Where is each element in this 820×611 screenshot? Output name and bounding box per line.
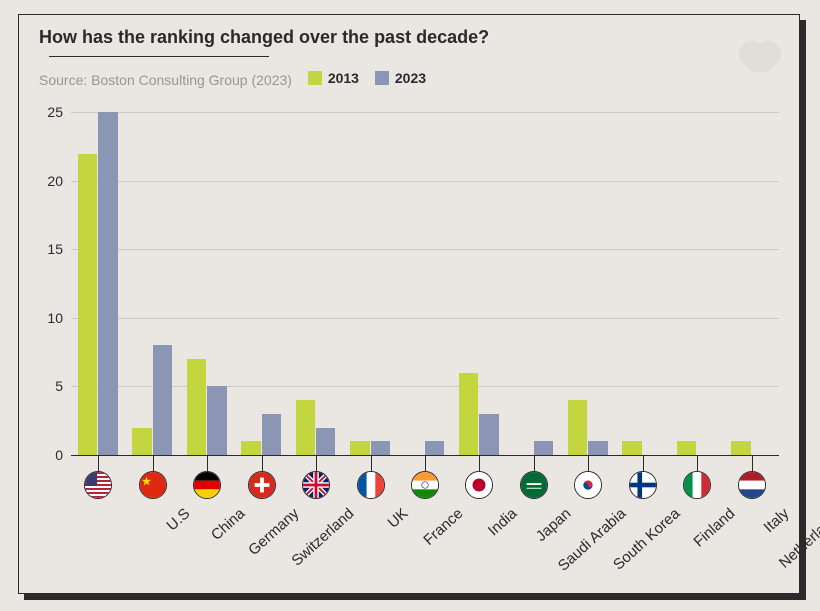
bar — [677, 441, 696, 455]
header: How has the ranking changed over the pas… — [39, 27, 719, 88]
plot-area: 0510152025U.SChinaGermanySwitzerlandUKFr… — [71, 85, 779, 455]
bar — [296, 400, 315, 455]
bar — [187, 359, 206, 455]
legend-label-2013: 2013 — [328, 70, 359, 86]
flag-icon — [520, 471, 548, 499]
legend-swatch-2013 — [308, 71, 322, 85]
brand-logo-icon — [737, 33, 783, 79]
bar — [731, 441, 750, 455]
title-rule — [49, 56, 269, 57]
grid-line — [71, 181, 779, 182]
bar — [534, 441, 553, 455]
flag-icon — [683, 471, 711, 499]
legend-2023: 2023 — [375, 70, 426, 86]
bar — [479, 414, 498, 455]
flag-icon — [84, 471, 112, 499]
flag-icon — [574, 471, 602, 499]
bar — [588, 441, 607, 455]
bar — [98, 112, 117, 455]
bar — [241, 441, 260, 455]
bar — [350, 441, 369, 455]
grid-line — [71, 249, 779, 250]
grid-line — [71, 112, 779, 113]
category-tick — [588, 455, 589, 471]
bar — [568, 400, 587, 455]
bar — [371, 441, 390, 455]
y-tick-label: 20 — [47, 173, 63, 189]
y-tick-label: 5 — [55, 378, 63, 394]
category-tick — [371, 455, 372, 471]
category-tick — [479, 455, 480, 471]
y-tick-label: 0 — [55, 447, 63, 463]
flag-icon — [465, 471, 493, 499]
bar — [622, 441, 641, 455]
bar — [316, 428, 335, 455]
y-tick-label: 10 — [47, 310, 63, 326]
bar — [262, 414, 281, 455]
flag-icon — [357, 471, 385, 499]
category-tick — [262, 455, 263, 471]
bar — [132, 428, 151, 455]
bar — [459, 373, 478, 455]
legend-swatch-2023 — [375, 71, 389, 85]
chart-title: How has the ranking changed over the pas… — [39, 27, 489, 48]
bar — [207, 386, 226, 455]
category-tick — [643, 455, 644, 471]
y-tick-label: 15 — [47, 241, 63, 257]
flag-icon — [411, 471, 439, 499]
category-tick — [425, 455, 426, 471]
category-tick — [207, 455, 208, 471]
legend-label-2023: 2023 — [395, 70, 426, 86]
legend-2013: 2013 — [308, 70, 359, 86]
chart-panel: How has the ranking changed over the pas… — [18, 14, 800, 594]
flag-icon — [302, 471, 330, 499]
grid-line — [71, 318, 779, 319]
category-tick — [316, 455, 317, 471]
flag-icon — [193, 471, 221, 499]
category-tick — [153, 455, 154, 471]
bar — [425, 441, 444, 455]
category-tick — [534, 455, 535, 471]
grid-line — [71, 386, 779, 387]
category-tick — [697, 455, 698, 471]
bar — [78, 154, 97, 455]
category-tick — [752, 455, 753, 471]
flag-icon — [629, 471, 657, 499]
flag-icon — [248, 471, 276, 499]
category-tick — [98, 455, 99, 471]
flag-icon — [738, 471, 766, 499]
flag-icon — [139, 471, 167, 499]
y-tick-label: 25 — [47, 104, 63, 120]
bar — [153, 345, 172, 455]
